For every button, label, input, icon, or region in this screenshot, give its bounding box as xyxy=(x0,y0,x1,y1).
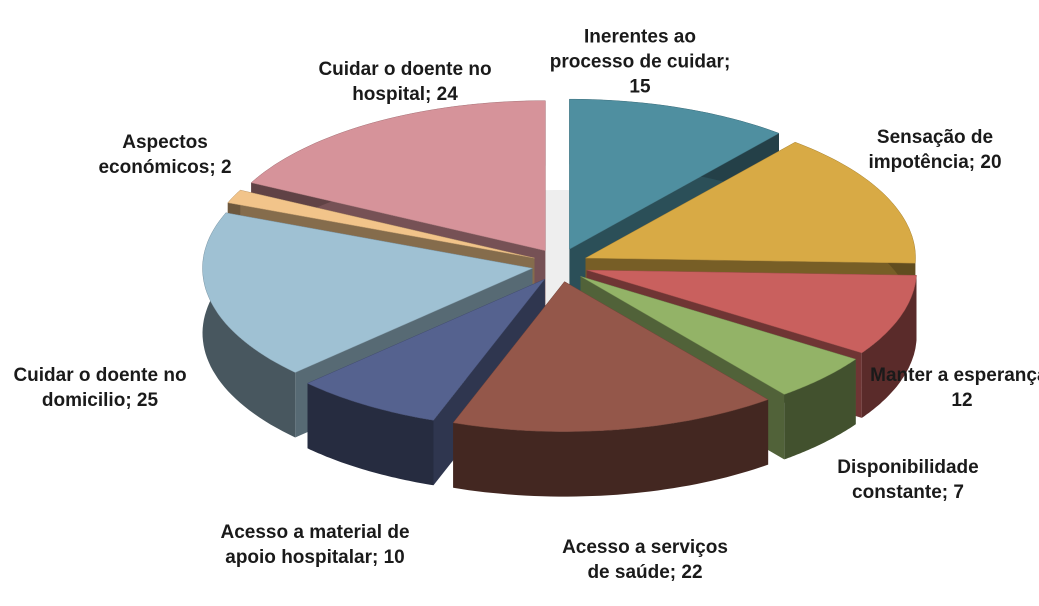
slice-side xyxy=(784,359,856,460)
data-label: Inerentes ao processo de cuidar; 15 xyxy=(549,26,731,98)
slice-top xyxy=(250,100,546,252)
slice-side xyxy=(453,399,769,497)
data-label: Acesso a material de apoio hospitalar; 1… xyxy=(220,522,410,568)
slice-top xyxy=(586,269,917,354)
slice-top xyxy=(569,98,780,250)
data-label: Aspectos económicos; 2 xyxy=(98,132,232,178)
data-label: Acesso a serviços de saúde; 22 xyxy=(562,537,728,583)
slice-top xyxy=(584,141,916,264)
slice-top xyxy=(452,281,769,432)
slice-side xyxy=(307,383,434,486)
slice-top xyxy=(227,189,535,259)
data-label: Cuidar o doente no domicilio; 25 xyxy=(13,365,187,411)
slice-top xyxy=(202,212,534,373)
data-label: Cuidar o doente no hospital; 24 xyxy=(318,59,492,105)
slice xyxy=(452,281,769,497)
slice-top xyxy=(306,278,545,421)
slice-top xyxy=(580,276,857,395)
data-label: Manter a esperança; 12 xyxy=(870,365,1039,411)
slice-side xyxy=(861,275,917,418)
data-label: Disponibilidade constante; 7 xyxy=(837,457,979,503)
data-label: Sensação de impotência; 20 xyxy=(868,127,1002,173)
